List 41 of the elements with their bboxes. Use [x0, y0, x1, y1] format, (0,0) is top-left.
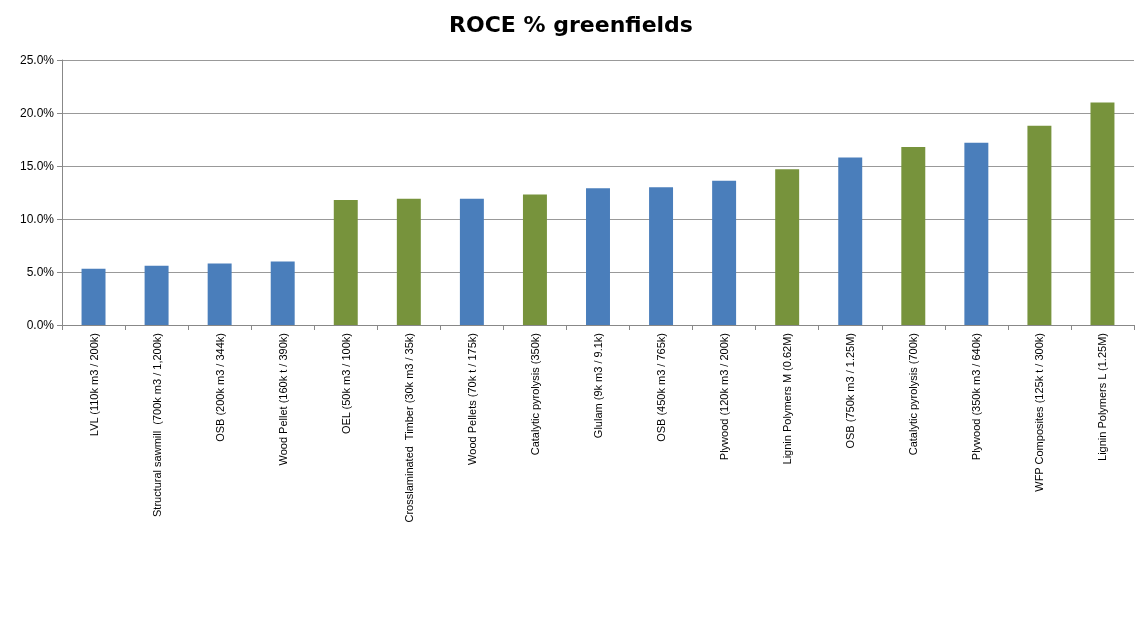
bar: [649, 187, 674, 325]
bar: [901, 146, 926, 325]
bar: [207, 263, 232, 325]
y-tick-label: 0.0%: [26, 318, 55, 332]
x-tick-label: Plywood (120k m3 / 200k): [718, 333, 731, 461]
bar: [459, 198, 484, 325]
x-tick-label: Glulam (9k m3 / 9.1k): [592, 333, 604, 439]
bar: [1027, 125, 1052, 325]
bar: [396, 198, 421, 325]
x-tick-label: Lignin Polymers L (1.25M): [1096, 333, 1109, 461]
chart-title: ROCE % greenfields: [449, 11, 693, 37]
y-tick-label: 5.0%: [26, 265, 55, 279]
bar: [964, 142, 989, 325]
bar: [775, 169, 800, 325]
x-tick-label: Catalytic pyrolysis (350k): [528, 333, 541, 456]
x-tick-label: Plywood (350k m3 / 640k): [970, 333, 983, 461]
bar: [712, 180, 737, 325]
bar: [270, 261, 295, 325]
bar: [586, 188, 610, 325]
bar: [1090, 102, 1115, 325]
x-tick-label: LVL (110k m3 / 200k): [87, 333, 100, 437]
y-tick-label: 25.0%: [19, 53, 55, 67]
x-tick-label: OEL (50k m3 / 100k): [339, 333, 352, 435]
y-tick-label: 15.0%: [19, 159, 55, 173]
x-tick-label: Catalytic pyrolysis (700k): [907, 333, 920, 456]
x-tick-label: Wood Pellet (160k t / 390k): [276, 333, 289, 466]
bar: [522, 194, 547, 325]
bar: [838, 157, 863, 325]
x-tick-label: Lignin Polymers M (0.62M): [781, 333, 794, 465]
bar: [81, 268, 106, 325]
x-tick-label: Wood Pellets (70k t / 175k): [465, 333, 478, 465]
y-tick-label: 10.0%: [19, 212, 55, 226]
x-tick-label: OSB (450k m3 / 765k): [655, 333, 668, 442]
x-tick-label: WFP Composites (125k t / 300k): [1033, 333, 1046, 492]
y-tick-label: 20.0%: [19, 106, 55, 120]
x-tick-label: Structural sawmill (700k m3 / 1,200k): [150, 333, 163, 518]
x-tick-label: Crosslaminated Timber (30k m3 / 35k): [402, 333, 415, 523]
x-tick-label: OSB (750k m3 / 1.25M): [844, 333, 857, 449]
bar: [333, 199, 358, 325]
x-tick-label: OSB (200k m3 / 344k): [213, 333, 226, 442]
bar: [144, 265, 169, 325]
